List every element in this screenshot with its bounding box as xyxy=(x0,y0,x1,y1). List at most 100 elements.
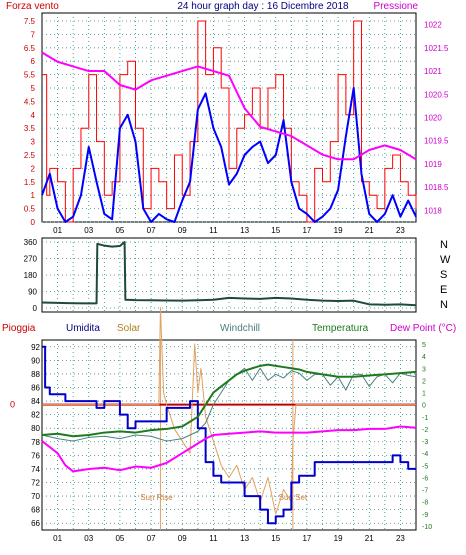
solar-series xyxy=(42,307,416,515)
x-tick-label: 17 xyxy=(302,226,311,235)
x-tick-label: 11 xyxy=(209,534,218,543)
direction-tick-label: 180 xyxy=(24,271,38,280)
x-tick-label: 13 xyxy=(240,226,249,235)
compass-label: N xyxy=(440,299,448,311)
humidity-tick-label: 74 xyxy=(31,465,40,474)
humidity-tick-label: 84 xyxy=(31,397,40,406)
x-tick-label: 07 xyxy=(147,534,156,543)
x-tick-label: 15 xyxy=(271,534,280,543)
direction-tick-label: 0 xyxy=(33,304,38,313)
x-tick-label: 21 xyxy=(365,534,374,543)
humidity-tick-label: 80 xyxy=(31,424,40,433)
compass-label: E xyxy=(440,284,447,296)
x-tick-label: 17 xyxy=(302,534,311,543)
wind-speed-tick-label: 6.5 xyxy=(24,44,36,53)
direction-tick-label: 90 xyxy=(28,288,37,297)
humidity-tick-label: 82 xyxy=(31,411,40,420)
wind-speed-tick-label: 3 xyxy=(31,138,36,147)
x-tick-label: 19 xyxy=(334,534,343,543)
compass-label: N xyxy=(440,239,448,251)
x-tick-label: 09 xyxy=(178,534,187,543)
wind-speed-tick-label: 4 xyxy=(31,111,36,120)
pressure-tick-label: 1021.5 xyxy=(424,44,449,53)
temperature-tick-label: -9 xyxy=(422,512,428,519)
direction-tick-label: 270 xyxy=(24,255,38,264)
x-tick-label: 07 xyxy=(147,226,156,235)
humidity-tick-label: 68 xyxy=(31,506,40,515)
wind-speed-tick-label: 1.5 xyxy=(24,178,36,187)
humidity-tick-label: 92 xyxy=(31,343,40,352)
legend-entry: Dew Point (°C) xyxy=(390,323,456,334)
wind-gust-series xyxy=(42,20,417,223)
x-tick-label: 11 xyxy=(209,226,218,235)
wind-speed-tick-label: 4.5 xyxy=(24,97,36,106)
temperature-tick-label: 3 xyxy=(422,366,426,373)
temperature-tick-label: -4 xyxy=(422,451,428,458)
x-tick-label: 09 xyxy=(178,226,187,235)
x-tick-label: 05 xyxy=(115,226,124,235)
humidity-tick-label: 72 xyxy=(31,479,40,488)
legend-entry: Umidita xyxy=(66,323,100,334)
wind-speed-tick-label: 7.5 xyxy=(24,17,36,26)
x-tick-label: 01 xyxy=(53,226,62,235)
humidity-tick-label: 90 xyxy=(31,356,40,365)
x-tick-label: 13 xyxy=(240,534,249,543)
wind-axis-label: Forza vento xyxy=(6,1,59,12)
direction-tick-label: 360 xyxy=(24,238,38,247)
humidity-tick-label: 88 xyxy=(31,370,40,379)
temperature-tick-label: -2 xyxy=(422,427,428,434)
wind-speed-tick-label: 7 xyxy=(31,30,36,39)
temperature-tick-label: 4 xyxy=(422,354,426,361)
pressure-tick-label: 1018.5 xyxy=(424,183,449,192)
pressure-tick-label: 1019.5 xyxy=(424,137,449,146)
wind-speed-tick-label: 0.5 xyxy=(24,205,36,214)
wind-speed-tick-label: 2.5 xyxy=(24,151,36,160)
x-tick-label: 05 xyxy=(115,534,124,543)
wind-speed-tick-label: 6 xyxy=(31,57,36,66)
x-tick-label: 21 xyxy=(365,226,374,235)
temperature-tick-label: -8 xyxy=(422,500,428,507)
pressure-tick-label: 1018 xyxy=(424,206,442,215)
sunset-annotation: Sun Set xyxy=(279,493,308,502)
pressure-tick-label: 1021 xyxy=(424,67,442,76)
pressure-tick-label: 1022 xyxy=(424,21,442,30)
chart-title: 24 hour graph day : 16 Dicembre 2018 xyxy=(177,1,349,12)
temperature-tick-label: 0 xyxy=(422,403,426,410)
compass-label: W xyxy=(440,254,451,266)
temperature-tick-label: 1 xyxy=(422,391,426,398)
pressure-tick-label: 1019 xyxy=(424,160,442,169)
temperature-tick-label: -1 xyxy=(422,415,428,422)
legend-entry: Windchill xyxy=(220,323,260,334)
wind-speed-tick-label: 0 xyxy=(31,218,36,227)
x-tick-label: 19 xyxy=(334,226,343,235)
humidity-tick-label: 76 xyxy=(31,451,40,460)
x-tick-label: 23 xyxy=(396,534,405,543)
wind-speed-tick-label: 5 xyxy=(31,84,36,93)
humidity-series xyxy=(42,345,416,525)
pressure-axis-label: Pressione xyxy=(374,1,419,12)
wind-speed-tick-label: 1 xyxy=(31,191,36,200)
x-tick-label: 03 xyxy=(84,226,93,235)
wind-direction-series xyxy=(41,241,417,307)
pressure-tick-label: 1020 xyxy=(424,114,442,123)
rain-zero-label: 0 xyxy=(10,400,15,410)
temperature-tick-label: -7 xyxy=(422,488,428,495)
pressure-tick-label: 1020.5 xyxy=(424,90,449,99)
pressure-series xyxy=(41,51,417,161)
temperature-tick-label: -10 xyxy=(422,524,432,531)
compass-label: S xyxy=(440,269,447,281)
legend-entry: Solar xyxy=(117,323,141,334)
legend-entry: Pioggia xyxy=(2,323,36,334)
wind-speed-tick-label: 2 xyxy=(31,164,36,173)
sunrise-annotation: Sun Rise xyxy=(140,493,173,502)
humidity-tick-label: 78 xyxy=(31,438,40,447)
x-tick-label: 15 xyxy=(271,226,280,235)
humidity-tick-label: 70 xyxy=(31,492,40,501)
temperature-tick-label: 5 xyxy=(422,342,426,349)
x-tick-label: 01 xyxy=(53,534,62,543)
dew-point-series xyxy=(41,425,417,473)
windchill-series xyxy=(41,367,417,442)
x-tick-label: 03 xyxy=(84,534,93,543)
